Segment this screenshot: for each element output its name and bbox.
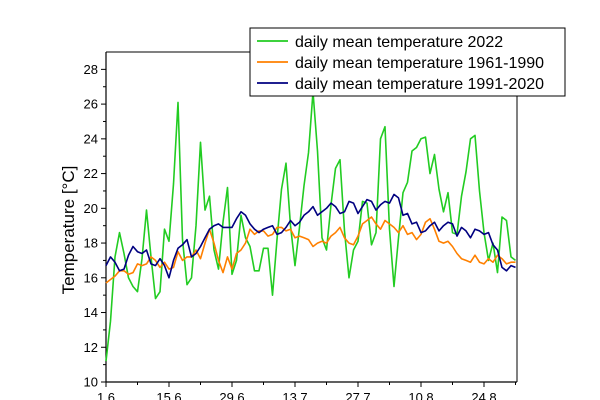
y-tick-label: 14 bbox=[84, 305, 98, 320]
series-line-2 bbox=[105, 216, 516, 284]
y-tick-label: 20 bbox=[84, 201, 98, 216]
y-tick-label: 22 bbox=[84, 166, 98, 181]
legend: daily mean temperature 2022 daily mean te… bbox=[249, 27, 566, 97]
x-tick-label: 29.6 bbox=[219, 390, 244, 400]
x-tick-label: 1.6 bbox=[97, 390, 115, 400]
y-tick-label: 10 bbox=[84, 375, 98, 390]
series-lines bbox=[105, 91, 516, 362]
series-line-1 bbox=[105, 91, 516, 362]
y-tick-label: 18 bbox=[84, 236, 98, 251]
x-tick-label: 27.7 bbox=[345, 390, 370, 400]
y-axis-title: Temperature [°C] bbox=[59, 166, 78, 295]
y-tick-label: 12 bbox=[84, 340, 98, 355]
x-tick-label: 15.6 bbox=[156, 390, 181, 400]
x-tick-label: 24.8 bbox=[471, 390, 496, 400]
y-tick-label: 16 bbox=[84, 270, 98, 285]
legend-label: daily mean temperature 1961-1990 bbox=[295, 55, 544, 72]
series-line-3 bbox=[105, 193, 516, 279]
legend-label: daily mean temperature 1991-2020 bbox=[295, 76, 544, 93]
y-tick-label: 26 bbox=[84, 97, 98, 112]
x-tick-label: 13.7 bbox=[282, 390, 307, 400]
legend-label: daily mean temperature 2022 bbox=[295, 34, 503, 51]
x-tick-label: 10.8 bbox=[408, 390, 433, 400]
legend-box bbox=[249, 27, 566, 97]
y-tick-label: 28 bbox=[84, 62, 98, 77]
y-tick-label: 24 bbox=[84, 131, 98, 146]
axes: 10 12 14 16 18 20 22 24 26 28 1.6 15.6 29.6 13.7 27.7 1… bbox=[84, 51, 518, 400]
